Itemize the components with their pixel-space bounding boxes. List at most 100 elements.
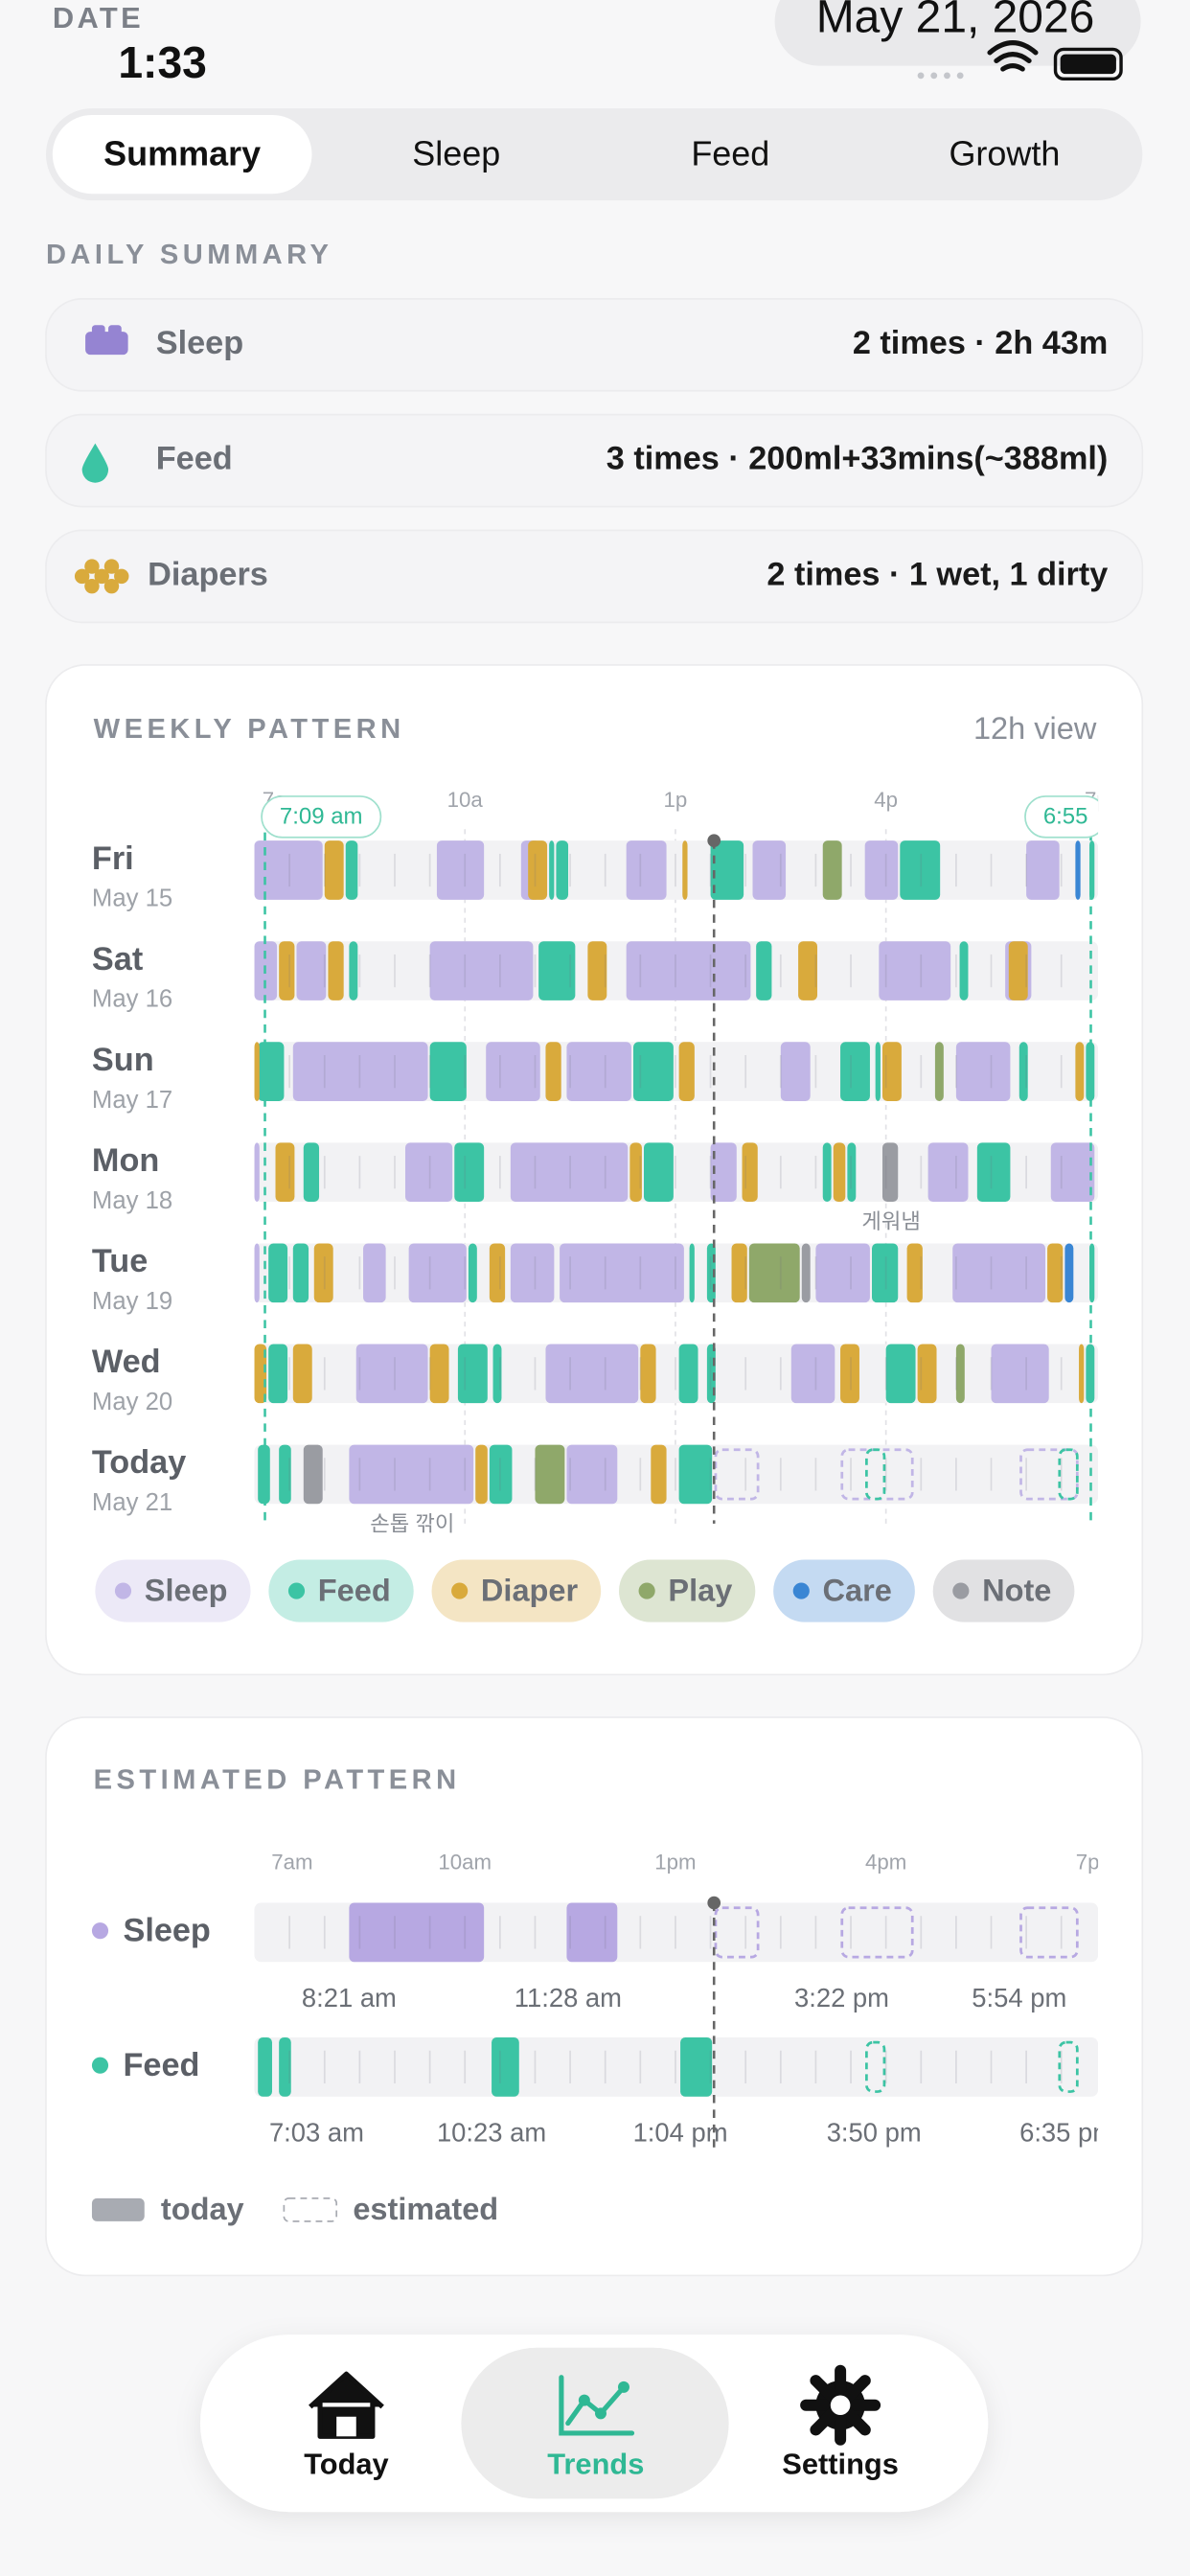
legend-chip[interactable] bbox=[932, 1559, 1075, 1622]
event-block bbox=[492, 2037, 519, 2097]
event-block bbox=[566, 1042, 631, 1101]
legend-chip[interactable] bbox=[773, 1559, 915, 1622]
diaper-icon bbox=[74, 568, 90, 585]
event-block bbox=[349, 1444, 474, 1505]
legend-chip[interactable] bbox=[619, 1559, 756, 1622]
event-block bbox=[457, 1344, 488, 1404]
summary-row[interactable] bbox=[45, 529, 1144, 624]
marker-chip bbox=[261, 795, 382, 839]
event-block bbox=[292, 1243, 309, 1303]
event-block bbox=[268, 1344, 288, 1404]
event-block bbox=[429, 941, 534, 1000]
estimated-block bbox=[1019, 1448, 1079, 1501]
summary-value: 2 times · 2h 43m bbox=[853, 325, 1109, 361]
diaper-icon bbox=[94, 568, 109, 585]
settings-icon[interactable] bbox=[800, 2364, 881, 2446]
event-block bbox=[689, 1243, 695, 1303]
event-block bbox=[489, 1243, 506, 1303]
event-block bbox=[549, 840, 555, 900]
now-dot bbox=[707, 1896, 721, 1910]
event-block bbox=[840, 1042, 870, 1101]
drop-icon bbox=[81, 443, 109, 483]
nav-selected bbox=[461, 2347, 729, 2499]
nav-label[interactable]: Today bbox=[304, 2447, 389, 2480]
view-toggle[interactable]: 12h view bbox=[973, 711, 1097, 746]
legend-dot bbox=[287, 1582, 306, 1599]
event-block bbox=[640, 1344, 656, 1404]
event-block bbox=[626, 941, 751, 1000]
legend-label: Sleep bbox=[145, 1573, 228, 1607]
legend-swatch-estimated bbox=[283, 2197, 338, 2222]
event-block bbox=[566, 1902, 618, 1963]
axis-tick-label: 7pm bbox=[1076, 1850, 1117, 1874]
axis-tick-label: 7am bbox=[271, 1850, 312, 1874]
tab[interactable]: Sleep bbox=[412, 133, 500, 172]
event-block bbox=[355, 1344, 428, 1404]
event-block bbox=[538, 941, 576, 1000]
axis-tick-label: 1pm bbox=[654, 1850, 696, 1874]
tab[interactable]: Growth bbox=[949, 133, 1060, 172]
estimated-block bbox=[865, 2040, 886, 2093]
event-block bbox=[881, 1042, 902, 1101]
day-label: Today bbox=[92, 1444, 186, 1481]
home-door bbox=[336, 2416, 356, 2437]
estimated-block bbox=[1058, 1448, 1079, 1501]
event-block bbox=[258, 2037, 272, 2097]
event-block bbox=[900, 840, 941, 900]
diaper-icon bbox=[114, 568, 129, 585]
event-block bbox=[279, 941, 295, 1000]
row-label: Sleep bbox=[123, 1912, 210, 1948]
nav-label[interactable]: Trends bbox=[547, 2447, 644, 2480]
day-date: May 17 bbox=[92, 1087, 172, 1114]
event-block bbox=[254, 1344, 267, 1404]
legend-label: Care bbox=[823, 1573, 892, 1607]
row-label: Feed bbox=[123, 2047, 199, 2083]
event-block bbox=[822, 1142, 832, 1203]
legend-chip[interactable] bbox=[95, 1559, 251, 1622]
card-title: ESTIMATED PATTERN bbox=[94, 1764, 461, 1795]
event-block bbox=[510, 1142, 629, 1203]
day-date: May 15 bbox=[92, 886, 172, 912]
date-text[interactable]: May 21, 2026 bbox=[816, 0, 1095, 42]
card-title: WEEKLY PATTERN bbox=[94, 714, 405, 745]
event-block bbox=[313, 1243, 333, 1303]
tab[interactable]: Feed bbox=[691, 133, 769, 172]
event-block bbox=[955, 1042, 1011, 1101]
event-block bbox=[643, 1142, 674, 1203]
legend-chip[interactable] bbox=[431, 1559, 602, 1622]
event-block bbox=[917, 1344, 937, 1404]
legend-label: Note bbox=[982, 1573, 1051, 1607]
event-block bbox=[363, 1243, 386, 1303]
event-block bbox=[429, 1042, 467, 1101]
summary-row[interactable] bbox=[45, 413, 1144, 508]
event-block bbox=[752, 840, 787, 900]
event-block bbox=[991, 1344, 1049, 1404]
event-block bbox=[254, 1042, 260, 1101]
legend-label: Play bbox=[668, 1573, 732, 1607]
trends-icon[interactable] bbox=[559, 2375, 635, 2436]
nav-label[interactable]: Settings bbox=[782, 2447, 899, 2480]
event-block bbox=[279, 1444, 291, 1505]
event-block bbox=[927, 1142, 969, 1203]
event-block bbox=[254, 840, 323, 900]
tab-selected bbox=[52, 114, 312, 195]
event-block bbox=[798, 941, 818, 1000]
axis-tick-label: 1p bbox=[664, 788, 688, 812]
time-label: 11:28 am bbox=[515, 1983, 622, 2012]
day-label: Sun bbox=[92, 1042, 154, 1078]
estimated-card bbox=[45, 1716, 1144, 2277]
tab[interactable]: Summary bbox=[103, 133, 261, 172]
wifi-icon bbox=[987, 40, 1039, 72]
date-pill[interactable] bbox=[774, 0, 1141, 66]
event-block bbox=[1086, 1344, 1095, 1404]
event-block bbox=[436, 840, 485, 900]
event-block bbox=[952, 1243, 1046, 1303]
event-block bbox=[833, 1142, 846, 1203]
trends-icon-dot bbox=[595, 2407, 606, 2420]
event-block bbox=[976, 1142, 1011, 1203]
event-block bbox=[1075, 840, 1081, 900]
legend-chip[interactable] bbox=[268, 1559, 414, 1622]
summary-row[interactable] bbox=[45, 297, 1144, 392]
legend-dot bbox=[952, 1582, 970, 1599]
event-block bbox=[678, 1344, 698, 1404]
